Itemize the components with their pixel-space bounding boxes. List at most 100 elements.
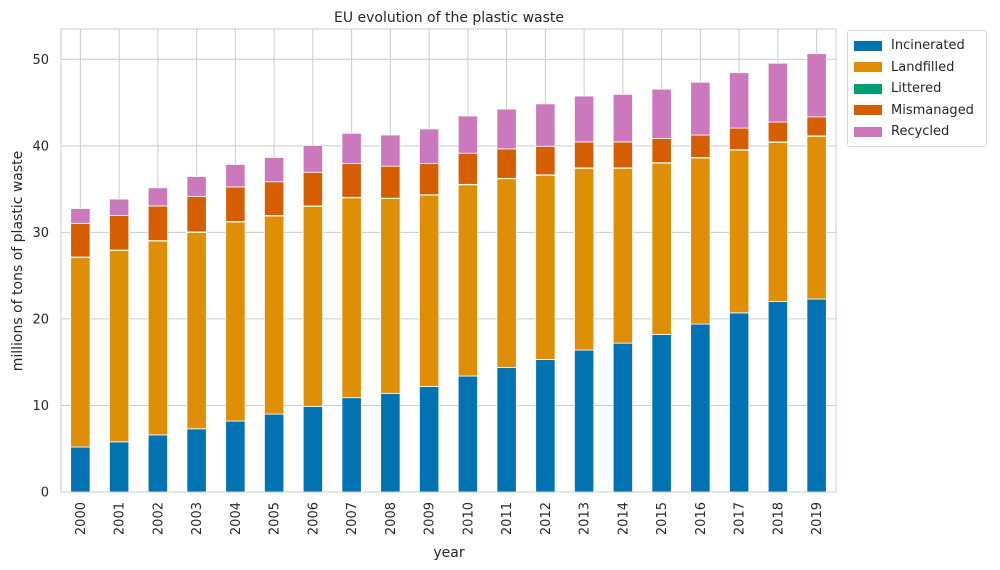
bar-mismanaged-2001 — [109, 215, 130, 251]
y-tick-label: 30 — [32, 226, 49, 241]
bar-recycled-2015 — [651, 88, 672, 139]
bar-mismanaged-2002 — [147, 205, 168, 241]
y-tick-label: 50 — [32, 53, 49, 68]
bar-recycled-2008 — [380, 134, 401, 167]
bar-recycled-2005 — [264, 157, 285, 183]
x-tick-label: 2010 — [461, 502, 476, 535]
x-tick-label: 2004 — [229, 502, 244, 535]
legend-swatch-recycled — [854, 126, 882, 137]
legend-label-littered: Littered — [891, 81, 942, 97]
bar-incinerated-2011 — [496, 366, 517, 493]
bar-mismanaged-2013 — [574, 141, 595, 169]
bar-recycled-2001 — [109, 198, 130, 216]
bar-recycled-2018 — [767, 62, 788, 123]
bar-landfilled-2019 — [806, 135, 827, 300]
bar-incinerated-2006 — [302, 405, 323, 493]
bar-incinerated-2000 — [70, 446, 91, 493]
bar-incinerated-2004 — [225, 420, 246, 493]
bar-incinerated-2003 — [186, 428, 207, 493]
bar-mismanaged-2003 — [186, 196, 207, 233]
x-tick-label: 2019 — [810, 502, 825, 535]
bar-mismanaged-2009 — [419, 163, 440, 196]
bar-incinerated-2015 — [651, 334, 672, 493]
bar-landfilled-2005 — [264, 215, 285, 415]
bar-landfilled-2006 — [302, 206, 323, 407]
y-tick-label: 0 — [41, 486, 49, 501]
x-tick-label: 2018 — [771, 502, 786, 535]
bar-recycled-2016 — [690, 81, 711, 136]
bar-mismanaged-2000 — [70, 222, 91, 258]
bar-incinerated-2018 — [767, 301, 788, 493]
bar-recycled-2000 — [70, 208, 91, 224]
bar-landfilled-2010 — [457, 184, 478, 377]
bar-recycled-2010 — [457, 115, 478, 154]
bar-landfilled-2007 — [341, 197, 362, 399]
y-tick-labels: 0 10 20 30 40 50 — [32, 53, 49, 501]
bar-recycled-2019 — [806, 53, 827, 118]
bar-recycled-2007 — [341, 132, 362, 164]
bar-landfilled-2018 — [767, 141, 788, 303]
bar-mismanaged-2007 — [341, 163, 362, 198]
bar-landfilled-2009 — [419, 194, 440, 387]
bar-recycled-2014 — [612, 93, 633, 143]
x-tick-label: 2009 — [423, 502, 438, 535]
bar-mismanaged-2008 — [380, 165, 401, 199]
bar-landfilled-2004 — [225, 221, 246, 422]
x-tick-label: 2008 — [384, 502, 399, 535]
legend-item-recycled: Recycled — [854, 121, 980, 143]
bar-landfilled-2015 — [651, 162, 672, 335]
bar-landfilled-2000 — [70, 257, 91, 448]
bar-mismanaged-2010 — [457, 152, 478, 185]
bar-incinerated-2002 — [147, 434, 168, 493]
legend-label-mismanaged: Mismanaged — [891, 102, 974, 118]
bar-landfilled-2008 — [380, 198, 401, 394]
bar-incinerated-2012 — [535, 359, 556, 493]
bar-recycled-2002 — [147, 187, 168, 207]
y-tick-label: 40 — [32, 139, 49, 154]
x-tick-label: 2003 — [190, 502, 205, 535]
bar-mismanaged-2006 — [302, 171, 323, 207]
bar-incinerated-2017 — [729, 312, 750, 493]
legend-swatch-landfilled — [854, 62, 882, 73]
bar-landfilled-2011 — [496, 178, 517, 368]
bar-recycled-2003 — [186, 176, 207, 197]
bar-landfilled-2003 — [186, 231, 207, 430]
bar-incinerated-2014 — [612, 342, 633, 493]
legend-label-incinerated: Incinerated — [891, 38, 965, 54]
legend: Incinerated Landfilled Littered Mismanaged R… — [847, 30, 987, 147]
bar-mismanaged-2016 — [690, 134, 711, 158]
bar-mismanaged-2011 — [496, 148, 517, 179]
y-axis-label: millions of tons of plastic waste — [10, 151, 26, 372]
bar-landfilled-2012 — [535, 174, 556, 360]
gridlines — [61, 29, 836, 493]
bar-mismanaged-2017 — [729, 127, 750, 151]
legend-item-landfilled: Landfilled — [854, 57, 980, 79]
x-tick-label: 2001 — [113, 502, 128, 535]
bar-mismanaged-2018 — [767, 121, 788, 143]
bar-landfilled-2002 — [147, 240, 168, 436]
x-tick-label: 2014 — [616, 502, 631, 535]
bar-recycled-2013 — [574, 95, 595, 143]
legend-label-recycled: Recycled — [891, 124, 950, 140]
bar-incinerated-2008 — [380, 392, 401, 493]
x-tick-label: 2005 — [268, 502, 283, 535]
bar-landfilled-2017 — [729, 149, 750, 314]
legend-item-mismanaged: Mismanaged — [854, 100, 980, 122]
legend-item-incinerated: Incinerated — [854, 35, 980, 57]
bar-mismanaged-2012 — [535, 145, 556, 176]
y-tick-label: 10 — [32, 399, 49, 414]
bar-mismanaged-2004 — [225, 186, 246, 222]
bar-landfilled-2014 — [612, 167, 633, 344]
legend-label-landfilled: Landfilled — [891, 59, 955, 75]
legend-item-littered: Littered — [854, 78, 980, 100]
bar-mismanaged-2014 — [612, 141, 633, 169]
bar-incinerated-2013 — [574, 349, 595, 493]
bar-recycled-2017 — [729, 72, 750, 129]
x-tick-label: 2002 — [151, 502, 166, 535]
chart-title: EU evolution of the plastic waste — [334, 10, 564, 26]
x-tick-label: 2016 — [694, 502, 709, 535]
x-tick-labels: 2000 2001 2002 2003 2004 2005 2006 2007 2008 2009… — [74, 502, 825, 535]
x-axis-label: year — [433, 545, 464, 561]
bar-incinerated-2007 — [341, 397, 362, 493]
plot-frame — [60, 28, 837, 493]
